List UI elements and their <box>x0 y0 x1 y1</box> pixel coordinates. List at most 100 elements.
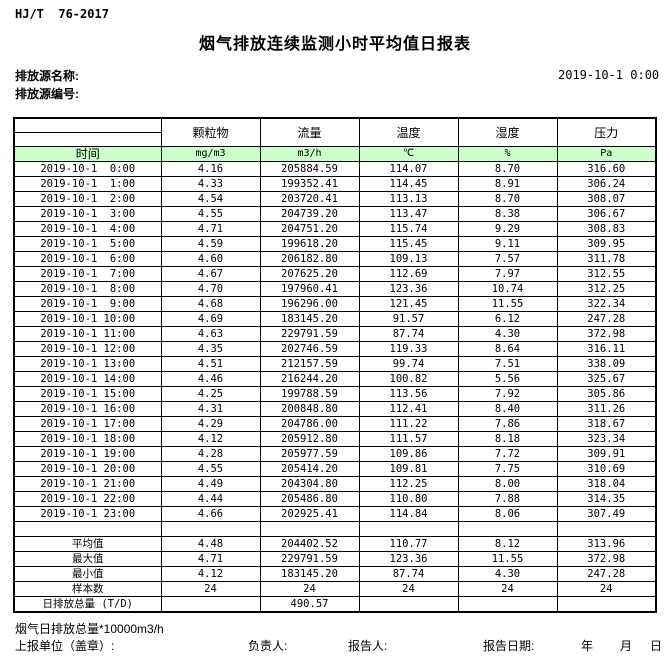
value-cell: 4.54 <box>160 191 261 207</box>
standard-number: HJ/T 76-2017 <box>15 7 109 21</box>
value-cell: 7.86 <box>457 416 558 432</box>
day-label: 日 <box>650 639 663 653</box>
value-cell: 305.86 <box>556 386 657 402</box>
report-table: 颗粒物 流量 温度 湿度 压力 时间 mg/m3 m3/h ℃ % Pa 201… <box>13 117 657 613</box>
value-cell: 316.60 <box>556 161 657 177</box>
value-cell: 183145.20 <box>259 566 360 582</box>
value-cell: 4.71 <box>160 551 261 567</box>
value-cell: 309.91 <box>556 446 657 462</box>
value-cell: 11.55 <box>457 296 558 312</box>
row-label-cell: 2019-10-1 5:00 <box>13 236 162 252</box>
table-row: 2019-10-1 13:00 4.51 212157.59 99.74 7.51 338… <box>13 356 657 372</box>
value-cell: 306.67 <box>556 206 657 222</box>
value-cell: 7.57 <box>457 251 558 267</box>
value-cell: 490.57 <box>259 596 360 613</box>
value-cell: 8.38 <box>457 206 558 222</box>
table-row: 2019-10-1 16:00 4.31 200848.80 112.41 8.40 31… <box>13 401 657 417</box>
source-name-label: 排放源名称: <box>15 69 79 83</box>
row-label-cell: 2019-10-1 17:00 <box>13 416 162 432</box>
unit-cell: Pa <box>556 146 657 162</box>
time-header-blank-cell <box>13 132 162 147</box>
table-row: 2019-10-1 8:00 4.70 197960.41 123.36 10.74 31… <box>13 281 657 297</box>
value-cell: 112.69 <box>358 266 459 282</box>
value-cell: 24 <box>457 581 558 597</box>
row-label-cell: 2019-10-1 4:00 <box>13 221 162 237</box>
value-cell: 313.96 <box>556 536 657 552</box>
value-cell: 216244.20 <box>259 371 360 387</box>
value-cell: 7.72 <box>457 446 558 462</box>
value-cell: 4.16 <box>160 161 261 177</box>
row-label-cell: 2019-10-1 14:00 <box>13 371 162 387</box>
value-cell: 4.59 <box>160 236 261 252</box>
table-row: 2019-10-1 12:00 4.35 202746.59 119.33 8.64 31… <box>13 341 657 357</box>
value-cell <box>160 596 261 613</box>
table-row: 2019-10-1 18:00 4.12 205912.80 111.57 8.18 32… <box>13 431 657 447</box>
value-cell: 91.57 <box>358 311 459 327</box>
table-row: 2019-10-1 17:00 4.29 204786.00 111.22 7.86 31… <box>13 416 657 432</box>
value-cell: 205486.80 <box>259 491 360 507</box>
unit-cell: m3/h <box>259 146 360 162</box>
value-cell: 311.26 <box>556 401 657 417</box>
table-row: 2019-10-1 22:00 4.44 205486.80 110.80 7.88 31… <box>13 491 657 507</box>
table-header-row: 颗粒物 流量 温度 湿度 压力 <box>13 117 657 147</box>
table-row: 2019-10-1 14:00 4.46 216244.20 100.82 5.56 32… <box>13 371 657 387</box>
value-cell: 109.86 <box>358 446 459 462</box>
value-cell: 4.46 <box>160 371 261 387</box>
value-cell: 196296.00 <box>259 296 360 312</box>
table-row: 2019-10-1 2:00 4.54 203720.41 113.13 8.70 308… <box>13 191 657 207</box>
value-cell: 109.81 <box>358 461 459 477</box>
table-row: 2019-10-1 21:00 4.49 204304.80 112.25 8.00 31… <box>13 476 657 492</box>
row-label-cell: 2019-10-1 20:00 <box>13 461 162 477</box>
month-label: 月 <box>620 639 633 653</box>
value-cell: 204786.00 <box>259 416 360 432</box>
value-cell: 4.28 <box>160 446 261 462</box>
value-cell: 247.28 <box>556 311 657 327</box>
value-cell: 199352.41 <box>259 176 360 192</box>
row-label-cell: 2019-10-1 13:00 <box>13 356 162 372</box>
value-cell: 119.33 <box>358 341 459 357</box>
row-label-cell: 2019-10-1 21:00 <box>13 476 162 492</box>
value-cell: 308.83 <box>556 221 657 237</box>
value-cell: 207625.20 <box>259 266 360 282</box>
value-cell: 87.74 <box>358 566 459 582</box>
value-cell: 113.56 <box>358 386 459 402</box>
value-cell: 6.12 <box>457 311 558 327</box>
value-cell: 229791.59 <box>259 551 360 567</box>
table-row: 2019-10-1 3:00 4.55 204739.20 113.47 8.38 306… <box>13 206 657 222</box>
value-cell: 323.34 <box>556 431 657 447</box>
value-cell: 316.11 <box>556 341 657 357</box>
value-cell: 113.47 <box>358 206 459 222</box>
value-cell <box>556 596 657 613</box>
row-label-cell: 2019-10-1 22:00 <box>13 491 162 507</box>
value-cell: 205884.59 <box>259 161 360 177</box>
source-id-label: 排放源编号: <box>15 87 79 101</box>
signature-line: 上报单位（盖章）: 负责人: 报告人: 报告日期: 年 月 日 <box>0 637 670 653</box>
value-cell <box>457 596 558 613</box>
value-cell: 110.77 <box>358 536 459 552</box>
row-label-cell: 2019-10-1 0:00 <box>13 161 162 177</box>
table-row: 2019-10-1 10:00 4.69 183145.20 91.57 6.12 247… <box>13 311 657 327</box>
value-cell: 4.25 <box>160 386 261 402</box>
table-row: 2019-10-1 1:00 4.33 199352.41 114.45 8.91 306… <box>13 176 657 192</box>
value-cell: 318.04 <box>556 476 657 492</box>
value-cell: 202925.41 <box>259 506 360 522</box>
table-row: 最小值 4.12 183145.20 87.74 4.30 247.28 <box>13 566 657 582</box>
value-cell: 113.13 <box>358 191 459 207</box>
value-cell: 8.18 <box>457 431 558 447</box>
value-cell: 4.60 <box>160 251 261 267</box>
table-row: 样本数 24 24 24 24 24 <box>13 581 657 597</box>
row-label-cell: 2019-10-1 8:00 <box>13 281 162 297</box>
row-label-cell: 2019-10-1 6:00 <box>13 251 162 267</box>
column-header-humidity: 湿度 <box>457 117 558 147</box>
value-cell: 10.74 <box>457 281 558 297</box>
report-unit-label: 上报单位（盖章）: <box>15 639 115 653</box>
value-cell: 204739.20 <box>259 206 360 222</box>
value-cell: 205414.20 <box>259 461 360 477</box>
value-cell: 114.45 <box>358 176 459 192</box>
value-cell: 204402.52 <box>259 536 360 552</box>
value-cell: 7.97 <box>457 266 558 282</box>
row-label-cell: 日排放总量 (T/D) <box>13 596 162 613</box>
value-cell: 8.70 <box>457 161 558 177</box>
blank-row <box>13 521 657 537</box>
